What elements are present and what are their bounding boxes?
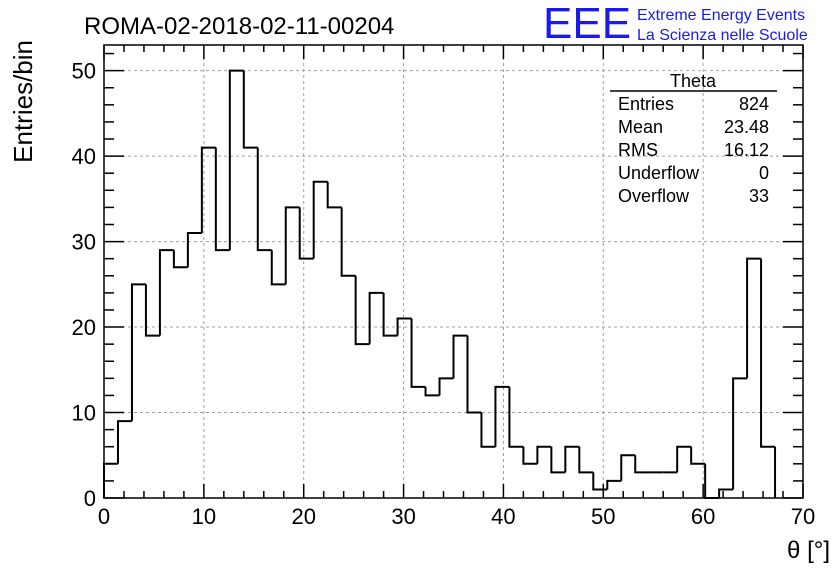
y-axis-label: Entries/bin xyxy=(8,40,38,163)
histogram-bin xyxy=(354,275,370,346)
y-tick-label: 10 xyxy=(72,401,96,426)
histogram-bin xyxy=(634,455,650,474)
histogram-bin xyxy=(242,70,258,149)
stats-overflow-value: 33 xyxy=(749,186,769,206)
grid xyxy=(104,45,803,498)
logo-line-2: La Scienza nelle Scuole xyxy=(637,27,808,44)
stats-title: Theta xyxy=(670,71,717,91)
histogram-bin xyxy=(466,335,482,414)
plot-frame xyxy=(103,44,804,499)
histogram-bin xyxy=(410,318,426,388)
tick-labels: 0 10 20 30 40 50 60 70 0 10 20 30 40 50 xyxy=(72,59,816,529)
stats-rms-value: 16.12 xyxy=(724,140,769,160)
histogram-bin xyxy=(326,181,342,209)
histogram-bin xyxy=(564,445,580,473)
x-tick-label: 50 xyxy=(591,504,615,529)
logo-letters: EEE xyxy=(543,0,631,48)
histogram-bin xyxy=(690,446,706,465)
histogram-bin xyxy=(158,249,174,336)
x-axis-label: θ [°] xyxy=(787,537,830,564)
eee-logo: EEE Extreme Energy Events La Scienza nel… xyxy=(543,0,808,48)
stats-mean-label: Mean xyxy=(618,117,663,137)
histogram-bin xyxy=(536,445,552,464)
stats-overflow-label: Overflow xyxy=(618,186,690,206)
stats-entries-label: Entries xyxy=(618,94,674,114)
histogram-bin xyxy=(130,283,146,422)
y-tick-label: 30 xyxy=(72,230,96,255)
histogram-bin xyxy=(200,146,216,234)
x-tick-label: 70 xyxy=(791,504,815,529)
histogram-bin xyxy=(578,446,594,474)
histogram-bin xyxy=(228,69,244,251)
y-tick-label: 50 xyxy=(72,59,96,84)
histogram-bin xyxy=(676,445,692,473)
stats-entries-value: 824 xyxy=(739,94,769,114)
histogram-bin xyxy=(508,386,524,448)
histogram-bin xyxy=(746,257,762,379)
histogram-bin xyxy=(340,207,356,277)
histogram-bin xyxy=(438,377,454,396)
histogram-bin xyxy=(494,385,510,447)
histogram-bin xyxy=(312,180,328,259)
histogram-bin xyxy=(214,147,230,252)
histogram-bin xyxy=(424,386,440,397)
axes-frame xyxy=(103,44,804,499)
histogram-bin xyxy=(172,250,188,269)
x-tick-label: 0 xyxy=(98,504,110,529)
histogram-bin xyxy=(704,463,720,499)
histogram-bin xyxy=(606,479,622,490)
histogram-series xyxy=(103,69,777,499)
histogram-bin xyxy=(396,317,412,336)
histogram-bin xyxy=(116,420,132,464)
y-tick-label: 40 xyxy=(72,144,96,169)
histogram-bin xyxy=(550,446,566,474)
histogram-bin xyxy=(718,488,734,498)
stats-rms-label: RMS xyxy=(618,140,658,160)
axis-ticks xyxy=(103,45,804,499)
x-tick-label: 60 xyxy=(691,504,715,529)
histogram-bin xyxy=(522,446,538,465)
stats-box: Theta Entries 824 Mean 23.48 RMS 16.12 U… xyxy=(610,71,777,206)
histogram-bin xyxy=(592,472,608,491)
histogram-bin xyxy=(452,334,468,379)
x-tick-label: 40 xyxy=(491,504,515,529)
run-title: ROMA-02-2018-02-11-00204 xyxy=(84,13,394,40)
histogram-bin xyxy=(382,292,398,337)
y-tick-label: 20 xyxy=(72,315,96,340)
histogram-bin xyxy=(368,291,384,345)
stats-underflow-label: Underflow xyxy=(618,163,700,183)
histogram-bin xyxy=(284,206,300,285)
logo-line-1: Extreme Energy Events xyxy=(637,7,805,24)
x-tick-label: 20 xyxy=(291,504,315,529)
histogram-bin xyxy=(144,284,160,337)
histogram-bin xyxy=(760,258,776,448)
stats-mean-value: 23.48 xyxy=(724,117,769,137)
histogram-bin xyxy=(270,250,286,286)
histogram-bin xyxy=(186,232,202,268)
histogram-bin xyxy=(620,454,636,481)
histogram-bin xyxy=(480,412,496,448)
histogram-bin xyxy=(298,207,314,260)
stats-underflow-value: 0 xyxy=(759,163,769,183)
x-tick-label: 30 xyxy=(391,504,415,529)
histogram-bin xyxy=(732,377,748,490)
histogram-bin xyxy=(256,147,272,252)
x-tick-label: 10 xyxy=(192,504,216,529)
y-tick-label: 0 xyxy=(84,486,96,511)
